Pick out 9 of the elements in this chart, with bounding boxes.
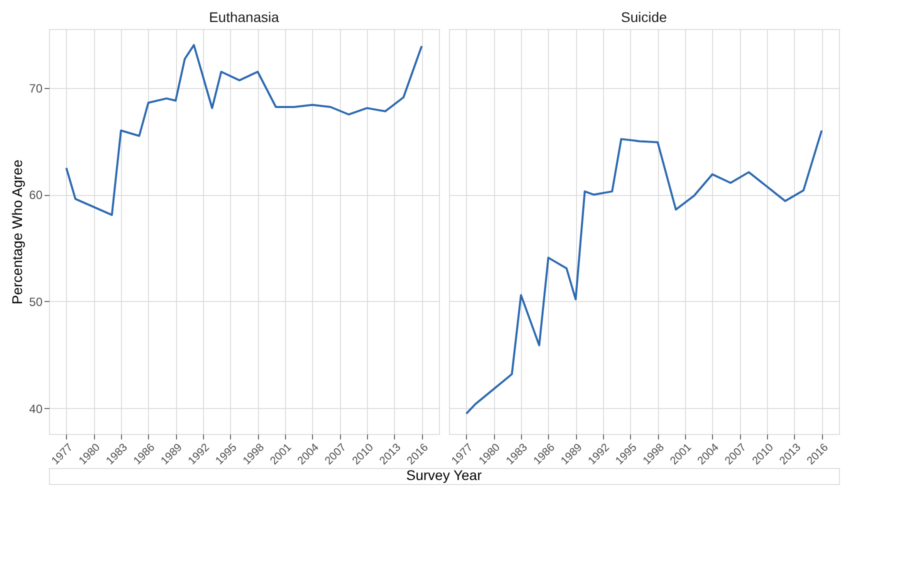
x-axis-title: Survey Year [406,467,482,483]
y-tick-label: 60 [29,188,43,202]
y-tick-label: 70 [29,81,43,96]
y-tick-label: 50 [29,294,43,309]
y-axis-title: Percentage Who Agree [9,159,26,304]
chart-title: Suicide [621,9,668,25]
line-series [65,44,423,216]
y-tick-label: 40 [29,402,43,416]
chart-title: Euthanasia [208,9,280,25]
